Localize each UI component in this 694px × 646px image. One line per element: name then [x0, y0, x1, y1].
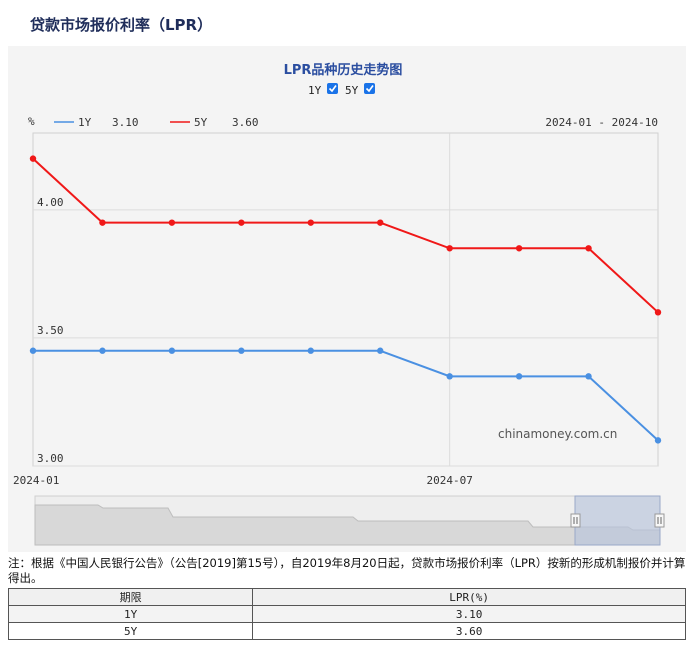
toggle-1y-label: 1Y — [308, 84, 322, 97]
lpr-table: 期限 LPR(%) 1Y 3.10 5Y 3.60 — [7, 588, 686, 640]
series-1y-point[interactable] — [654, 437, 662, 444]
y-axis-unit: % — [28, 115, 35, 128]
table-cell-rate: 3.10 — [252, 605, 686, 623]
navigator-right-handle[interactable] — [654, 513, 665, 528]
toggle-5y-checkbox[interactable] — [364, 83, 375, 94]
series-5y-point[interactable] — [307, 219, 314, 226]
series-1y-line — [33, 349, 659, 442]
x-tick-label: 2024-01 — [13, 474, 59, 487]
footnote: 注：根据《中国人民银行公告》（公告[2019]第15号），自2019年8月20日… — [8, 556, 686, 585]
table-cell-term: 5Y — [7, 622, 254, 640]
y-tick-label: 3.00 — [37, 452, 64, 465]
series-5y-line — [32, 157, 659, 314]
plot-area — [32, 132, 659, 467]
table-cell-term: 1Y — [7, 605, 254, 623]
watermark: chinamoney.com.cn — [498, 427, 617, 441]
series-5y-point[interactable] — [446, 245, 453, 252]
series-1y-point[interactable] — [515, 373, 523, 380]
page-title: 贷款市场报价利率（LPR） — [30, 16, 213, 34]
range-navigator[interactable] — [34, 495, 665, 546]
series-5y-point[interactable] — [377, 219, 384, 226]
series-5y-point[interactable] — [585, 245, 592, 252]
series-1y-point[interactable] — [99, 347, 106, 354]
table-header-term: 期限 — [7, 588, 254, 606]
series-1y-point[interactable] — [377, 347, 384, 354]
legend-5y-value: 3.60 — [232, 116, 259, 129]
series-5y-point[interactable] — [654, 309, 662, 316]
series-1y-point[interactable] — [238, 347, 245, 354]
lpr-line-chart: LPR品种历史走势图 1Y 5Y % 1Y 3.10 5Y 3.60 2024-… — [13, 62, 665, 546]
navigator-selection[interactable] — [574, 495, 661, 546]
table-cell-rate: 3.60 — [252, 622, 686, 640]
series-1y-point[interactable] — [307, 347, 314, 354]
series-5y-point[interactable] — [29, 155, 37, 162]
chart-title: LPR品种历史走势图 — [284, 62, 403, 78]
date-range-label: 2024-01 - 2024-10 — [545, 116, 658, 129]
toggle-1y-checkbox[interactable] — [327, 83, 338, 94]
series-5y-point[interactable] — [99, 219, 106, 226]
table-header-row: 期限 LPR(%) — [7, 588, 686, 606]
series-1y-point[interactable] — [168, 347, 176, 354]
y-tick-label: 3.50 — [37, 324, 64, 337]
y-tick-label: 4.00 — [37, 196, 64, 209]
toggle-5y-label: 5Y — [345, 84, 359, 97]
legend-5y-name: 5Y — [194, 116, 208, 129]
series-5y-point[interactable] — [238, 219, 245, 226]
chart-panel: LPR品种历史走势图 1Y 5Y % 1Y 3.10 5Y 3.60 2024-… — [8, 46, 686, 552]
table-header-lpr: LPR(%) — [252, 588, 686, 606]
legend-1y-value: 3.10 — [112, 116, 139, 129]
x-tick-label: 2024-07 — [426, 474, 472, 487]
series-1y-point[interactable] — [585, 373, 592, 380]
series-1y-point[interactable] — [29, 347, 37, 354]
series-1y-point[interactable] — [446, 373, 453, 380]
navigator-left-handle[interactable] — [570, 513, 581, 528]
legend-1y-name: 1Y — [78, 116, 92, 129]
table-row: 1Y 3.10 — [7, 605, 686, 623]
series-5y-point[interactable] — [515, 245, 523, 252]
series-5y-point[interactable] — [168, 219, 176, 226]
table-row: 5Y 3.60 — [7, 622, 686, 640]
